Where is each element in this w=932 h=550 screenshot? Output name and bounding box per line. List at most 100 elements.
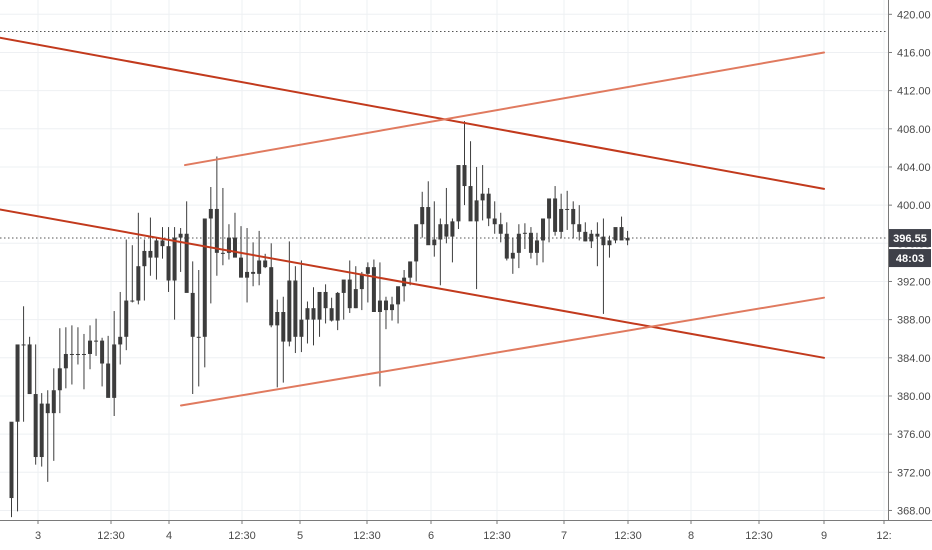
candle-body <box>45 403 50 414</box>
candle-body <box>57 368 62 391</box>
candle-body <box>589 233 594 242</box>
last-price-badge <box>889 229 931 248</box>
candle-body <box>595 233 600 237</box>
candle-body <box>190 292 195 337</box>
candle-body <box>371 267 376 312</box>
candle-body <box>257 260 262 274</box>
time-tick-label: 12:30 <box>614 530 642 542</box>
candle-body <box>547 198 552 219</box>
time-tick-label: 12:30 <box>353 530 381 542</box>
price-tick-label: 388.00 <box>897 315 931 327</box>
trendline[interactable] <box>0 208 825 359</box>
candle-body <box>317 291 322 320</box>
candle-body <box>468 186 473 222</box>
candle-body <box>21 344 26 346</box>
candle-body <box>528 232 533 253</box>
price-tick-label: 368.00 <box>897 505 931 517</box>
candle-body <box>583 231 588 242</box>
candle-body <box>534 240 539 253</box>
time-tick-label: 12:30 <box>228 530 256 542</box>
candle-body <box>480 193 485 201</box>
time-tick-label: 3 <box>35 530 41 542</box>
candle-body <box>232 237 237 258</box>
time-tick-label: 12:30 <box>483 530 511 542</box>
candle-body <box>408 261 413 278</box>
candle-body <box>438 224 443 240</box>
candle-body <box>178 233 183 238</box>
candle-body <box>492 218 497 225</box>
price-tick-label: 404.00 <box>897 162 931 174</box>
price-badges: 396.55 48:03 <box>889 229 931 268</box>
price-tick-label: 416.00 <box>897 47 931 59</box>
time-tick-label: 7 <box>561 530 567 542</box>
candle-body <box>160 240 165 247</box>
candle-body <box>281 312 286 342</box>
candle-body <box>15 344 20 422</box>
trendline[interactable] <box>180 296 825 407</box>
trendline[interactable] <box>0 36 825 190</box>
candle-body <box>196 336 201 338</box>
candle-body <box>347 279 352 309</box>
price-tick-label: 376.00 <box>897 429 931 441</box>
price-tick-label: 372.00 <box>897 467 931 479</box>
price-tick-label: 384.00 <box>897 353 931 365</box>
candle-body <box>33 394 38 458</box>
candle-body <box>136 266 141 301</box>
candle-body <box>75 353 80 355</box>
candle-body <box>142 250 147 267</box>
candle-body <box>444 224 449 237</box>
candle-body <box>329 308 334 321</box>
candle-body <box>214 208 219 253</box>
candle-body <box>245 271 250 278</box>
chart-grid <box>0 0 888 520</box>
candle-body <box>94 340 99 342</box>
candle-body <box>51 390 56 414</box>
candle-body <box>414 224 419 262</box>
candle-body <box>311 308 316 320</box>
candle-body <box>390 304 395 311</box>
time-tick-label: 8 <box>688 530 694 542</box>
candle-body <box>148 250 153 258</box>
candle-body <box>359 273 364 290</box>
candle-body <box>571 208 576 225</box>
candle-body <box>88 340 93 354</box>
candle-body <box>239 257 244 278</box>
price-tick-label: 400.00 <box>897 200 931 212</box>
trendline-drawings[interactable] <box>0 36 825 407</box>
candle-body <box>166 246 171 281</box>
candle-body <box>226 237 231 253</box>
candle-body <box>299 319 304 337</box>
candle-body <box>118 336 123 345</box>
candle-body <box>124 300 129 337</box>
candle-body <box>220 252 225 254</box>
candle-body <box>420 207 425 225</box>
candle-body <box>474 200 479 222</box>
candle-body <box>377 300 382 312</box>
candle-body <box>450 221 455 237</box>
candle-body <box>106 363 111 398</box>
price-tick-label: 380.00 <box>897 391 931 403</box>
time-tick-label: 5 <box>297 530 303 542</box>
candle-body <box>154 240 159 258</box>
price-axis[interactable]: 368.00 372.00 376.00 380.00 384.00 388.00 392.… <box>888 0 931 520</box>
candle-body <box>130 300 135 302</box>
candle-body <box>293 280 298 337</box>
candle-body <box>251 271 256 274</box>
candle-body <box>63 353 68 369</box>
candle-body <box>323 291 328 309</box>
candlestick-series <box>9 121 630 518</box>
candle-body <box>462 165 467 187</box>
time-tick-label: 12:30 <box>97 530 125 542</box>
time-axis[interactable]: 3 12:30 4 12:30 5 12:30 6 12:30 7 12:30 8 12:30 9 12: <box>0 520 932 542</box>
candle-body <box>613 227 618 241</box>
trendline[interactable] <box>184 51 825 167</box>
candle-body <box>456 165 461 222</box>
time-tick-label: 9 <box>821 530 827 542</box>
candle-body <box>577 224 582 232</box>
candle-body <box>9 421 14 499</box>
last-price-label: 396.55 <box>893 233 927 245</box>
candle-body <box>184 233 189 293</box>
candle-body <box>353 289 358 309</box>
price-tick-label: 392.00 <box>897 276 931 288</box>
